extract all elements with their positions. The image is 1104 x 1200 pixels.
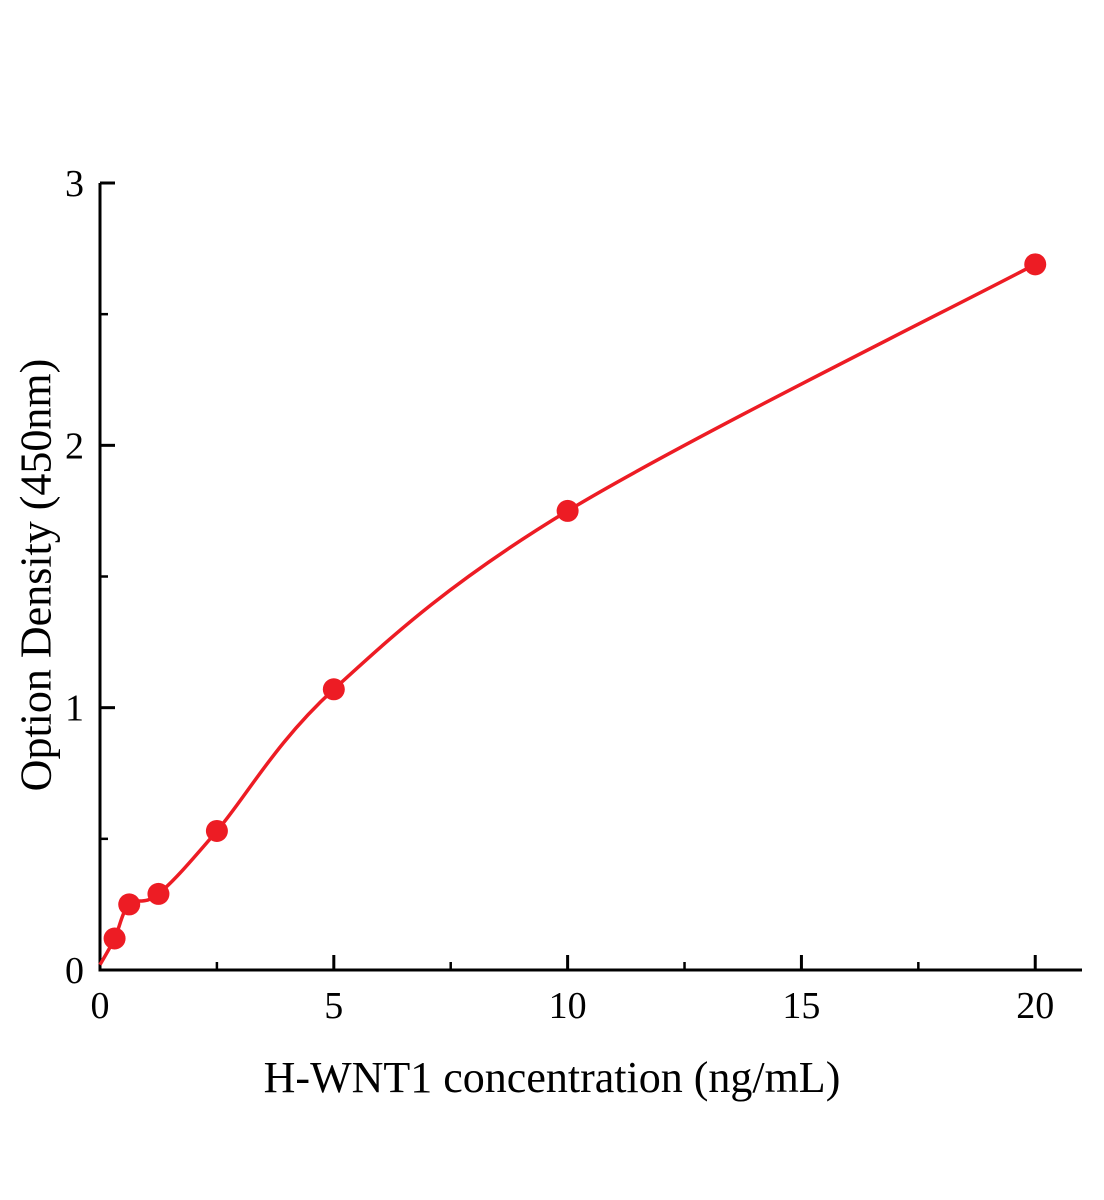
x-axis-title: H-WNT1 concentration (ng/mL)	[263, 1053, 841, 1102]
y-tick-label: 1	[65, 688, 84, 730]
y-tick-label: 3	[65, 163, 84, 205]
y-tick-label: 0	[65, 950, 84, 992]
data-point	[1024, 253, 1047, 276]
data-point	[322, 678, 345, 701]
x-tick-label: 20	[1016, 985, 1054, 1027]
y-axis-title: Option Density (450nm)	[11, 358, 61, 792]
x-tick-label: 15	[782, 985, 820, 1027]
x-tick-label: 0	[91, 985, 110, 1027]
x-tick-label: 10	[549, 985, 587, 1027]
y-tick-label: 2	[65, 425, 84, 467]
data-point	[205, 819, 228, 842]
x-tick-label: 5	[324, 985, 343, 1027]
data-point	[147, 882, 170, 905]
data-point	[556, 499, 579, 522]
data-point	[118, 893, 141, 916]
fit-curve	[98, 262, 1037, 966]
data-point	[103, 927, 126, 950]
